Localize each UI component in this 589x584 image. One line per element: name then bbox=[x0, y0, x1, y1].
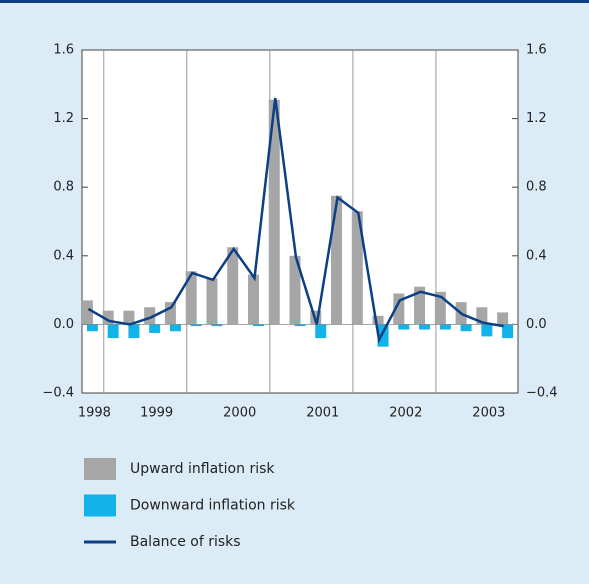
bar bbox=[414, 286, 426, 325]
bar bbox=[476, 307, 488, 325]
bar bbox=[123, 310, 135, 325]
bar bbox=[294, 324, 306, 327]
legend-label: Upward inflation risk bbox=[130, 461, 275, 477]
balance-line bbox=[87, 97, 504, 344]
bar bbox=[351, 211, 363, 325]
bar bbox=[252, 324, 264, 327]
bar bbox=[247, 274, 259, 325]
top-rule bbox=[0, 0, 589, 3]
bar bbox=[227, 247, 239, 325]
x-tick-label: 2003 bbox=[472, 406, 505, 421]
y2-tick-label: 0.8 bbox=[526, 180, 547, 195]
bar bbox=[398, 324, 410, 330]
bar bbox=[502, 324, 514, 339]
y2-tick-label: 0.0 bbox=[526, 317, 547, 332]
legend-label: Downward inflation risk bbox=[130, 498, 296, 514]
y-tick-label: 1.6 bbox=[53, 43, 74, 58]
x-tick-label: 2000 bbox=[223, 406, 256, 421]
bar bbox=[128, 324, 140, 339]
bar bbox=[211, 324, 223, 327]
bar bbox=[460, 324, 472, 332]
x-tick-label: 2002 bbox=[389, 406, 422, 421]
bar bbox=[315, 324, 327, 339]
bar bbox=[107, 324, 119, 339]
bar bbox=[331, 195, 343, 325]
bar bbox=[206, 278, 218, 325]
bar bbox=[481, 324, 493, 337]
y-tick-label: 0.0 bbox=[53, 317, 74, 332]
bar bbox=[393, 293, 405, 325]
x-tick-label: 1998 bbox=[78, 406, 111, 421]
bar bbox=[81, 300, 93, 325]
bar bbox=[149, 324, 161, 333]
x-tick-label: 2001 bbox=[306, 406, 339, 421]
y2-tick-label: 0.4 bbox=[526, 248, 547, 263]
bar bbox=[190, 324, 202, 327]
y2-tick-label: −0.4 bbox=[526, 386, 558, 401]
bar bbox=[377, 324, 389, 347]
legend-label: Balance of risks bbox=[130, 534, 241, 550]
bar bbox=[169, 324, 181, 332]
bar bbox=[268, 99, 280, 325]
y-tick-label: −0.4 bbox=[42, 386, 74, 401]
bar bbox=[86, 324, 98, 332]
y2-tick-label: 1.2 bbox=[526, 111, 547, 126]
bar bbox=[439, 324, 451, 330]
bar bbox=[434, 291, 446, 325]
legend-swatch bbox=[84, 458, 116, 480]
plot-area bbox=[81, 49, 519, 394]
bar bbox=[289, 255, 301, 325]
y-tick-label: 0.8 bbox=[53, 180, 74, 195]
bar bbox=[419, 324, 431, 330]
y2-tick-label: 1.6 bbox=[526, 43, 547, 58]
bar bbox=[102, 310, 114, 325]
x-tick-label: 1999 bbox=[140, 406, 173, 421]
bar bbox=[497, 312, 509, 325]
bar bbox=[185, 271, 197, 325]
legend-swatch bbox=[84, 494, 116, 517]
bar bbox=[144, 307, 156, 325]
y-tick-label: 0.4 bbox=[53, 248, 74, 263]
bar bbox=[164, 302, 176, 325]
y-tick-label: 1.2 bbox=[53, 111, 74, 126]
bar bbox=[372, 315, 384, 325]
